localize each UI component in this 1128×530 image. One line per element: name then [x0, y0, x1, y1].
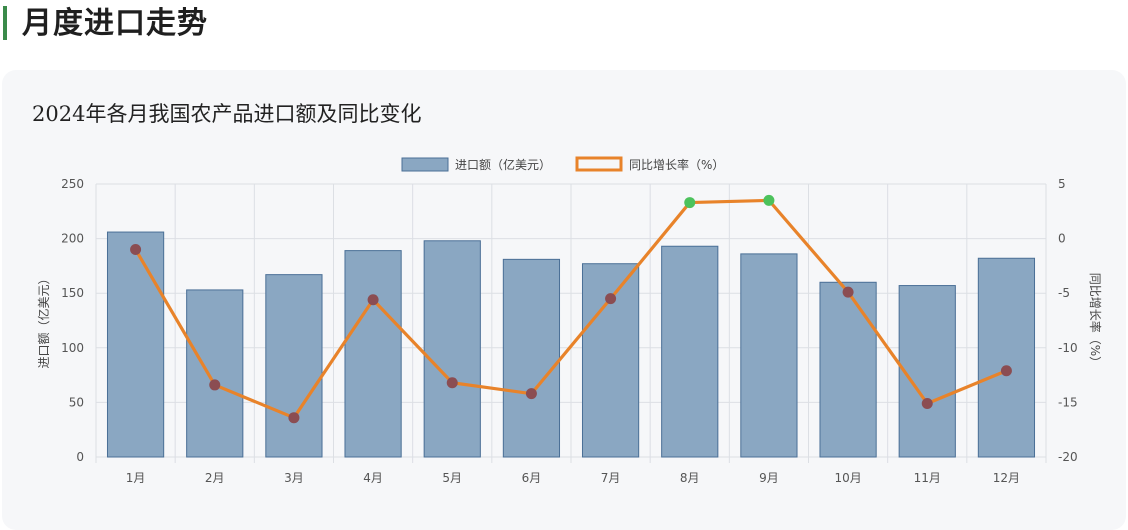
bar — [502, 258, 561, 458]
y-right-tick-label: 5 — [1058, 177, 1066, 191]
y-left-tick-label: 0 — [76, 450, 84, 464]
bar — [344, 250, 402, 458]
growth-rate-point — [605, 293, 617, 305]
growth-rate-line — [134, 198, 1008, 420]
growth-rate-point — [209, 379, 221, 391]
x-tick-label: 1月 — [126, 471, 146, 485]
x-tick-label: 4月 — [363, 471, 383, 485]
growth-rate-point — [446, 377, 458, 389]
growth-rate-point — [288, 412, 300, 424]
y-left-tick-label: 100 — [61, 341, 84, 355]
y-left-tick-label: 50 — [69, 395, 84, 409]
bar — [740, 253, 798, 458]
bar — [819, 281, 877, 458]
y-left-tick-label: 150 — [61, 286, 84, 300]
x-tick-label: 3月 — [284, 471, 304, 485]
legend-swatch-bar — [401, 157, 449, 172]
combo-chart: 0 50 100 150 200 250 -20 -15 -10 -5 0 5 1月 2月 3月 4月 5月 6月… — [36, 156, 1103, 485]
x-tick-label: 8月 — [680, 471, 700, 485]
y-left-tick-label: 200 — [61, 232, 84, 246]
bar — [186, 289, 244, 458]
growth-rate-point — [763, 194, 775, 206]
legend-label-bar: 进口额（亿美元） — [455, 157, 551, 172]
x-tick-label: 6月 — [522, 471, 542, 485]
y-right-axis-title: 同比增长率（%） — [1088, 273, 1103, 368]
legend-swatch-line — [575, 156, 623, 172]
growth-rate-point — [684, 197, 696, 209]
growth-rate-point — [367, 294, 379, 306]
y-left-tick-label: 250 — [61, 177, 84, 191]
y-right-tick-label: -20 — [1058, 450, 1078, 464]
y-left-axis-title: 进口额（亿美元） — [36, 272, 51, 368]
bar — [661, 245, 719, 458]
bar — [423, 240, 481, 458]
growth-rate-point — [1000, 365, 1012, 377]
bar — [898, 285, 956, 458]
bar — [106, 231, 165, 458]
section-title: 月度进口走势 — [22, 6, 208, 41]
y-right-tick-label: 0 — [1058, 232, 1066, 246]
growth-rate-point — [525, 388, 537, 400]
section-header: 月度进口走势 — [0, 0, 1128, 50]
y-right-tick-label: -5 — [1058, 286, 1070, 300]
x-tick-label: 7月 — [601, 471, 621, 485]
x-tick-label: 11月 — [914, 471, 941, 485]
legend-label-line: 同比增长率（%） — [629, 157, 724, 172]
x-tick-label: 10月 — [834, 471, 861, 485]
chart-title: 2024年各月我国农产品进口额及同比变化 — [32, 102, 422, 126]
x-tick-label: 12月 — [993, 471, 1020, 485]
x-tick-label: 5月 — [442, 471, 462, 485]
y-right-tick-label: -15 — [1058, 395, 1078, 409]
bar — [977, 257, 1036, 458]
section-accent-bar — [3, 6, 7, 40]
growth-rate-point — [842, 286, 854, 298]
bar — [581, 263, 640, 458]
y-right-tick-label: -10 — [1058, 341, 1078, 355]
bar — [265, 274, 323, 458]
x-tick-label: 9月 — [759, 471, 779, 485]
growth-rate-point — [130, 244, 142, 256]
x-tick-label: 2月 — [205, 471, 225, 485]
growth-rate-point — [921, 397, 933, 409]
